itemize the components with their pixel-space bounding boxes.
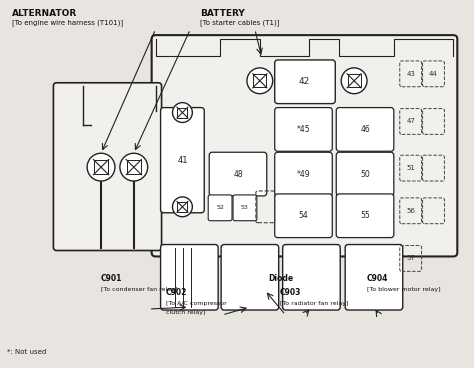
Text: [To radiator fan relay]: [To radiator fan relay] (280, 301, 348, 306)
Text: [To engine wire harness (T101)]: [To engine wire harness (T101)] (12, 19, 123, 26)
FancyBboxPatch shape (208, 195, 232, 221)
FancyBboxPatch shape (345, 245, 403, 310)
FancyBboxPatch shape (336, 194, 394, 238)
Text: 50: 50 (360, 170, 370, 178)
FancyBboxPatch shape (54, 83, 162, 251)
FancyBboxPatch shape (275, 194, 332, 238)
Text: 51: 51 (406, 165, 415, 171)
Text: *: Not used: *: Not used (7, 349, 46, 355)
Text: C902: C902 (165, 288, 187, 297)
Bar (254, 74, 266, 87)
FancyBboxPatch shape (336, 107, 394, 151)
Text: 52: 52 (216, 205, 224, 210)
Text: 41: 41 (177, 156, 188, 165)
Circle shape (87, 153, 115, 181)
Text: [To condenser fan relay]: [To condenser fan relay] (101, 287, 177, 292)
FancyBboxPatch shape (161, 107, 204, 213)
Text: [To starter cables (T1)]: [To starter cables (T1)] (201, 19, 280, 26)
Text: Diode: Diode (268, 274, 293, 283)
Bar (177, 107, 187, 117)
FancyBboxPatch shape (233, 195, 257, 221)
Text: [To A/C compressor: [To A/C compressor (165, 301, 226, 306)
Text: 56: 56 (406, 208, 415, 214)
Text: clutch relay]: clutch relay] (165, 310, 205, 315)
Text: BATTERY: BATTERY (201, 9, 245, 18)
FancyBboxPatch shape (336, 152, 394, 196)
Circle shape (120, 153, 148, 181)
Text: 43: 43 (406, 71, 415, 77)
FancyBboxPatch shape (275, 152, 332, 196)
Text: 57: 57 (406, 255, 415, 261)
Circle shape (247, 68, 273, 94)
Text: 47: 47 (406, 118, 415, 124)
FancyBboxPatch shape (152, 35, 457, 256)
Text: *49: *49 (297, 170, 310, 178)
Bar (94, 160, 108, 174)
Text: [To blower motor relay]: [To blower motor relay] (367, 287, 441, 292)
Bar (127, 160, 141, 174)
Text: 54: 54 (299, 211, 309, 220)
Text: 55: 55 (360, 211, 370, 220)
Text: 53: 53 (241, 205, 249, 210)
Circle shape (173, 103, 192, 123)
FancyBboxPatch shape (275, 107, 332, 151)
FancyBboxPatch shape (221, 245, 279, 310)
Circle shape (341, 68, 367, 94)
FancyBboxPatch shape (209, 152, 267, 196)
FancyBboxPatch shape (283, 245, 340, 310)
Bar (177, 202, 187, 212)
Text: C903: C903 (280, 288, 301, 297)
Bar (347, 74, 361, 87)
Text: 42: 42 (299, 77, 310, 86)
Text: ALTERNATOR: ALTERNATOR (12, 9, 77, 18)
Text: C901: C901 (101, 274, 122, 283)
Text: *45: *45 (297, 125, 310, 134)
Text: 48: 48 (233, 170, 243, 178)
Text: 44: 44 (429, 71, 438, 77)
Circle shape (173, 197, 192, 217)
FancyBboxPatch shape (275, 60, 335, 104)
FancyBboxPatch shape (161, 245, 218, 310)
Text: 46: 46 (360, 125, 370, 134)
Text: C904: C904 (367, 274, 388, 283)
